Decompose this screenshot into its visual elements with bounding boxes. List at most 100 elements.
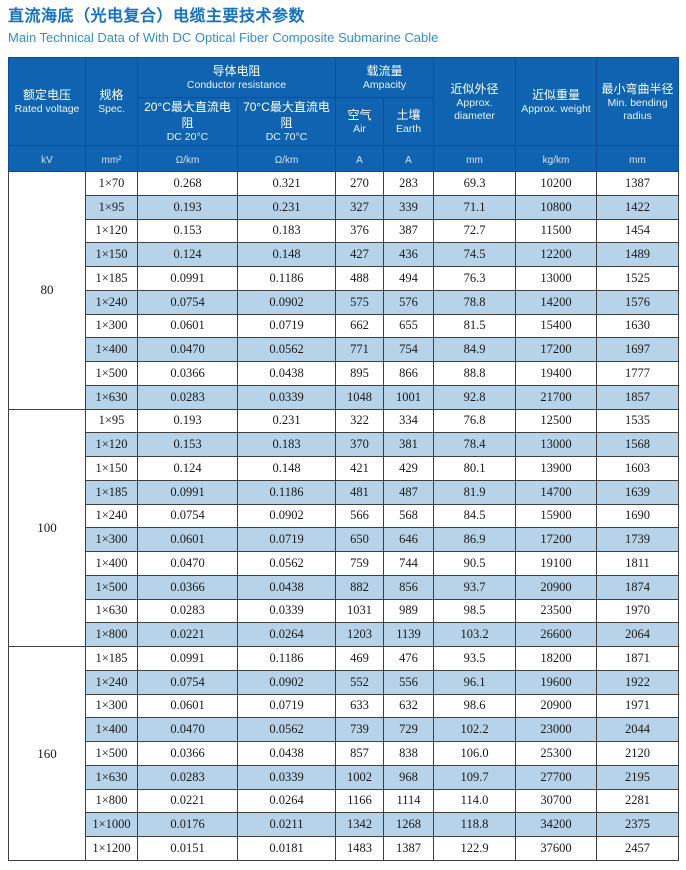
value-cell: 0.0339: [237, 598, 336, 624]
value-cell: 481: [335, 479, 384, 505]
value-cell: 469: [335, 646, 384, 671]
header-weight: 近似重量 Approx. weight: [515, 57, 597, 146]
value-cell: 1387: [596, 171, 679, 196]
voltage-cell: 100: [8, 408, 86, 647]
value-cell: 21700: [515, 384, 597, 410]
value-cell: 0.231: [237, 194, 336, 220]
header-row-groups: 额定电压 Rated voltage 规格 Spec. 导体电阻 Conduct…: [8, 57, 679, 146]
header-ampacity-en: Ampacity: [362, 79, 407, 91]
value-cell: 576: [383, 289, 434, 315]
value-cell: 1114: [383, 788, 434, 814]
value-cell: 19600: [515, 669, 597, 695]
spec-cell: 1×400: [85, 551, 138, 576]
value-cell: 0.0470: [137, 717, 238, 742]
value-cell: 632: [383, 693, 434, 719]
unit-earth: A: [383, 145, 434, 172]
spec-cell: 1×70: [85, 171, 138, 196]
header-earth-en: Earth: [395, 123, 422, 135]
value-cell: 2120: [596, 741, 679, 766]
value-cell: 23500: [515, 598, 597, 624]
value-cell: 0.193: [137, 194, 238, 220]
unit-rated-voltage: kV: [8, 145, 86, 172]
header-rated-voltage-en: Rated voltage: [14, 103, 80, 115]
value-cell: 0.0562: [237, 551, 336, 576]
spec-cell: 1×500: [85, 361, 138, 386]
table-row: 1×240 0.0754 0.0902 552 556 96.1 19600 1922: [9, 669, 679, 695]
value-cell: 69.3: [433, 171, 516, 196]
value-cell: 80.1: [433, 456, 516, 481]
value-cell: 1871: [596, 646, 679, 671]
table-row: 1×300 0.0601 0.0719 633 632 98.6 20900 1971: [9, 693, 679, 719]
table-row: 1×400 0.0470 0.0562 759 744 90.5 19100 1811: [9, 551, 679, 576]
value-cell: 2375: [596, 812, 679, 837]
value-cell: 283: [383, 171, 434, 196]
value-cell: 1568: [596, 432, 679, 457]
value-cell: 0.0176: [137, 812, 238, 837]
value-cell: 2044: [596, 717, 679, 742]
value-cell: 0.0991: [137, 646, 238, 671]
value-cell: 427: [335, 242, 384, 267]
value-cell: 754: [383, 337, 434, 362]
value-cell: 13000: [515, 432, 597, 457]
value-cell: 12500: [515, 408, 597, 434]
value-cell: 93.7: [433, 574, 516, 600]
table-row: 1×500 0.0366 0.0438 882 856 93.7 20900 1874: [9, 574, 679, 600]
header-weight-en: Approx. weight: [521, 103, 591, 115]
spec-cell: 1×630: [85, 598, 138, 624]
value-cell: 13900: [515, 456, 597, 481]
value-cell: 857: [335, 741, 384, 766]
value-cell: 14700: [515, 479, 597, 505]
value-cell: 76.8: [433, 408, 516, 434]
spec-cell: 1×120: [85, 432, 138, 457]
header-dc70: 70°C最大直流电阻 DC 70°C: [237, 97, 336, 146]
value-cell: 0.0339: [237, 764, 336, 790]
spec-cell: 1×300: [85, 693, 138, 719]
value-cell: 84.9: [433, 337, 516, 362]
value-cell: 2195: [596, 764, 679, 790]
table-row: 1×120 0.153 0.183 376 387 72.7 11500 1454: [9, 218, 679, 244]
header-diameter-zh: 近似外径: [450, 81, 499, 96]
value-cell: 0.231: [237, 408, 336, 434]
value-cell: 646: [383, 527, 434, 552]
header-ampacity: 载流量 Ampacity: [335, 57, 434, 98]
spec-cell: 1×150: [85, 456, 138, 481]
spec-cell: 1×800: [85, 622, 138, 647]
table-row: 1×300 0.0601 0.0719 650 646 86.9 17200 1739: [9, 527, 679, 552]
value-cell: 78.4: [433, 432, 516, 457]
table-row: 1×120 0.153 0.183 370 381 78.4 13000 1568: [9, 432, 679, 457]
table-row: 1×630 0.0283 0.0339 1031 989 98.5 23500 1970: [9, 598, 679, 624]
value-cell: 0.0264: [237, 788, 336, 814]
value-cell: 1048: [335, 384, 384, 410]
value-cell: 0.0601: [137, 693, 238, 719]
value-cell: 895: [335, 361, 384, 386]
header-row-subs: 20°C最大直流电阻 DC 20°C 70°C最大直流电阻 DC 70°C 空气…: [9, 97, 679, 146]
value-cell: 1422: [596, 194, 679, 220]
value-cell: 1690: [596, 503, 679, 529]
value-cell: 1603: [596, 456, 679, 481]
unit-radius: mm: [596, 145, 679, 172]
value-cell: 0.0562: [237, 717, 336, 742]
header-row-units: kV mm² Ω/km Ω/km A A mm kg/km mm: [8, 145, 679, 172]
value-cell: 13000: [515, 266, 597, 291]
header-conductor-resistance-zh: 导体电阻: [212, 64, 261, 78]
value-cell: 1489: [596, 242, 679, 267]
value-cell: 0.0339: [237, 384, 336, 410]
value-cell: 0.0470: [137, 551, 238, 576]
table-row: 1×185 0.0991 0.1186 488 494 76.3 13000 1525: [9, 266, 679, 291]
header-radius-zh: 最小弯曲半径: [601, 81, 674, 96]
value-cell: 12200: [515, 242, 597, 267]
value-cell: 0.124: [137, 456, 238, 481]
value-cell: 14200: [515, 289, 597, 315]
value-cell: 0.148: [237, 242, 336, 267]
value-cell: 0.1186: [237, 479, 336, 505]
value-cell: 0.0991: [137, 266, 238, 291]
value-cell: 436: [383, 242, 434, 267]
value-cell: 0.183: [237, 218, 336, 244]
value-cell: 1203: [335, 622, 384, 647]
value-cell: 11500: [515, 218, 597, 244]
value-cell: 1166: [335, 788, 384, 814]
value-cell: 1342: [335, 812, 384, 837]
table-row: 80 1×70 0.268 0.321 270 283 69.3 10200 1387: [8, 171, 679, 410]
value-cell: 0.0754: [137, 289, 238, 315]
value-cell: 106.0: [433, 741, 516, 766]
